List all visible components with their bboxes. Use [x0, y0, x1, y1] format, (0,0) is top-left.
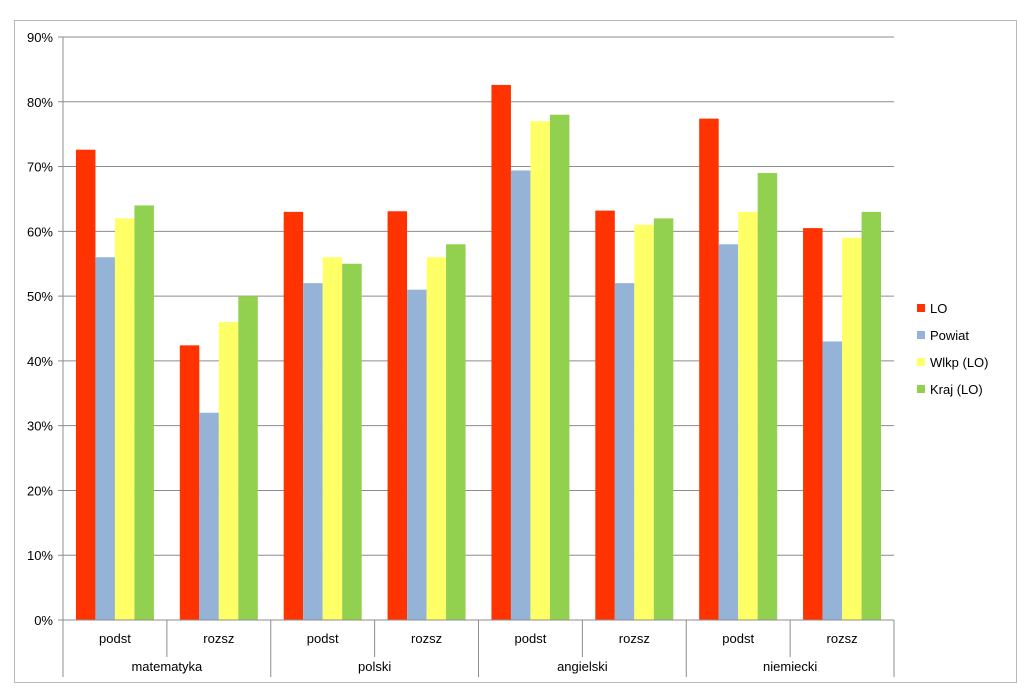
bar-lo [179, 345, 200, 620]
bar-wlkp-lo [738, 211, 758, 620]
y-tick-label: 10% [27, 548, 53, 563]
y-axis-ticks: 0% 10% 20% 30% 40% 50% 60% 70% 80% 90% [27, 30, 63, 628]
y-tick-label: 30% [27, 419, 53, 434]
legend-label: LO [930, 301, 947, 316]
bar-powiat [303, 283, 323, 620]
legend-swatch [917, 331, 925, 339]
x-group-label: matematyka [131, 659, 203, 674]
legend-swatch [917, 358, 925, 366]
bar-kraj-lo [446, 244, 466, 621]
x-group-label: polski [358, 659, 391, 674]
bar-wlkp-lo [426, 257, 447, 620]
legend: LO Powiat Wlkp (LO) Kraj (LO) [917, 301, 989, 397]
bar-wlkp-lo [218, 322, 239, 620]
y-tick-label: 60% [27, 224, 53, 239]
bar-lo [75, 149, 96, 621]
x-category-label: rozsz [827, 631, 858, 646]
x-category-label: podst [722, 631, 754, 646]
bar-kraj-lo [653, 218, 674, 620]
bar-powiat [614, 283, 635, 620]
bar-kraj-lo [238, 296, 258, 620]
y-tick-label: 70% [27, 160, 53, 175]
x-category-label: podst [307, 631, 339, 646]
y-tick-label: 40% [27, 354, 53, 369]
bar-wlkp-lo [114, 218, 135, 620]
bar-wlkp-lo [530, 121, 550, 620]
bar-powiat [407, 289, 427, 620]
y-tick-label: 80% [27, 95, 53, 110]
bar-powiat [199, 412, 219, 620]
bar-wlkp-lo [842, 237, 862, 621]
x-axis-labels: podst rozsz podst rozsz podst rozsz podst rozsz… [62, 620, 895, 677]
x-category-label: podst [515, 631, 547, 646]
legend-label: Powiat [930, 328, 969, 343]
bar-powiat [718, 244, 739, 621]
bars [75, 84, 882, 621]
x-group-label: angielski [557, 659, 608, 674]
bar-powiat [95, 257, 115, 620]
x-category-label: podst [99, 631, 131, 646]
bar-lo [387, 211, 408, 620]
y-tick-label: 50% [27, 289, 53, 304]
y-tick-label: 20% [27, 483, 53, 498]
bar-lo [491, 84, 511, 621]
y-tick-label: 90% [27, 30, 53, 45]
x-group-label: niemiecki [763, 659, 817, 674]
bar-kraj-lo [342, 263, 362, 620]
bar-wlkp-lo [634, 224, 654, 620]
bar-kraj-lo [757, 173, 778, 621]
legend-label: Wlkp (LO) [930, 355, 989, 370]
legend-swatch [917, 304, 925, 312]
x-category-label: rozsz [411, 631, 442, 646]
y-tick-label: 0% [34, 613, 53, 628]
bar-lo [283, 211, 304, 620]
x-category-label: rozsz [203, 631, 234, 646]
bar-lo [803, 228, 823, 620]
bar-lo [595, 210, 615, 621]
bar-lo [699, 118, 719, 621]
bar-wlkp-lo [322, 257, 343, 620]
bar-kraj-lo [861, 211, 882, 620]
x-category-label: rozsz [619, 631, 650, 646]
bar-powiat [822, 341, 843, 620]
bar-kraj-lo [549, 114, 570, 620]
legend-label: Kraj (LO) [930, 382, 983, 397]
bar-powiat [510, 170, 531, 621]
bar-kraj-lo [134, 205, 154, 620]
legend-swatch [917, 385, 925, 393]
